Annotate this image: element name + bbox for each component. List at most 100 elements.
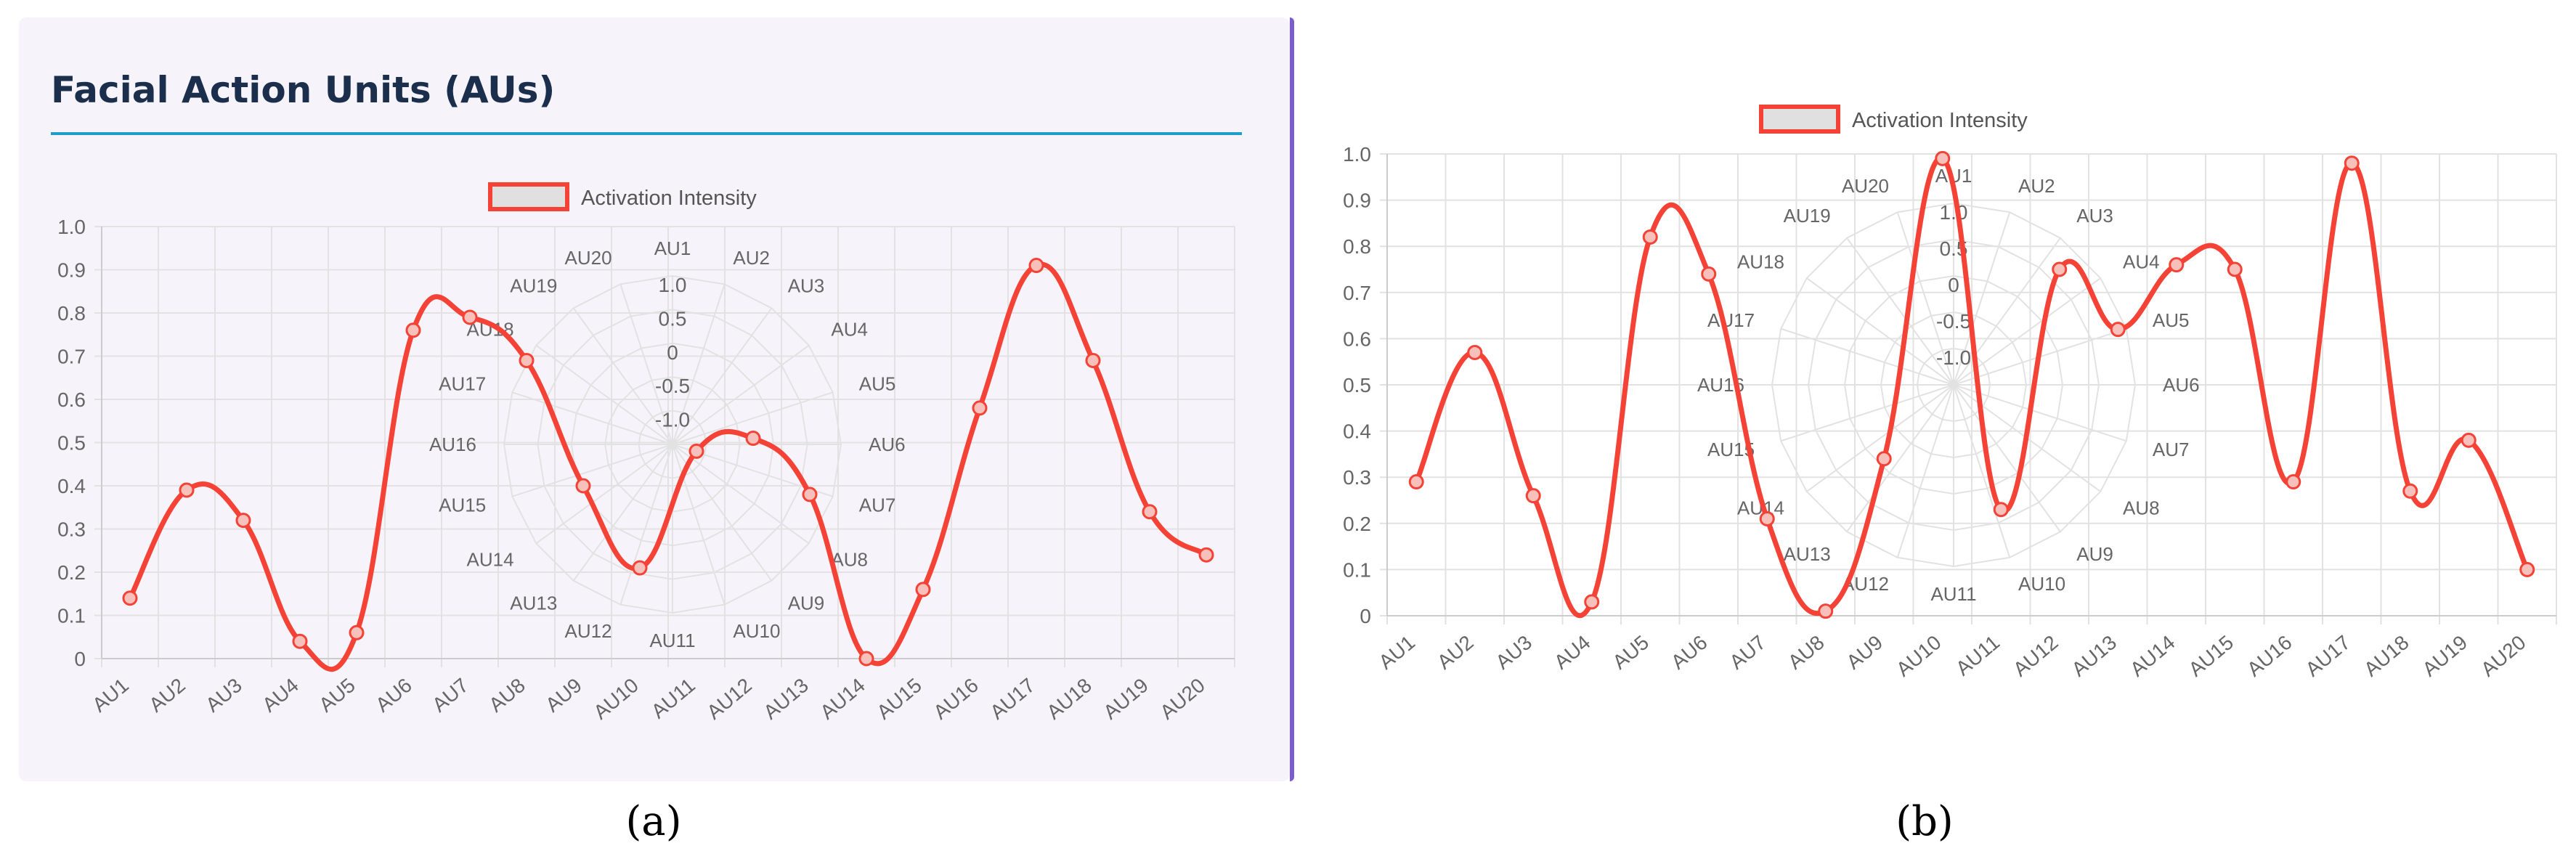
x-tick-label: AU15 (2185, 631, 2238, 681)
radar-point-label: AU3 (2076, 205, 2113, 227)
data-point (1818, 603, 1834, 619)
x-tick-label: AU17 (2301, 631, 2355, 681)
data-point (1584, 594, 1600, 610)
y-tick-label: 0.6 (1343, 327, 1371, 350)
data-point (2110, 322, 2126, 338)
data-point (2227, 261, 2243, 277)
data-point (1085, 352, 1101, 368)
data-point (235, 513, 251, 529)
y-tick-label: 0.8 (57, 302, 86, 325)
x-tick-label: AU4 (1550, 631, 1595, 674)
y-tick-label: 0.3 (1343, 466, 1371, 489)
y-tick-label: 0.9 (1343, 190, 1371, 212)
radar-overlay: AU1 AU2AU3AU4AU5AU6AU7AU8AU9AU10AU11AU12A… (1697, 165, 2200, 605)
radar-point-label: AU6 (2163, 374, 2200, 396)
data-point (972, 400, 988, 416)
radar-spoke (1780, 327, 1954, 386)
radar-spoke (1953, 384, 2127, 442)
radar-point-label: AU19 (510, 275, 557, 297)
y-tick-label: 0.1 (57, 605, 86, 627)
x-tick-label: AU7 (428, 674, 473, 717)
y-tick-label: 0.5 (1343, 374, 1371, 396)
data-point (1408, 474, 1424, 490)
panel-a-title: Facial Action Units (AUs) (51, 69, 556, 111)
radar-spoke (1780, 384, 1954, 442)
y-tick-label: 0.8 (1343, 235, 1371, 258)
data-point (1701, 266, 1717, 282)
radar-point-label: AU7 (859, 494, 896, 516)
radar-point-label: AU9 (788, 592, 825, 614)
data-point (292, 633, 308, 649)
radar-tick-label: 0 (667, 341, 678, 364)
radar-tick-label: -1.0 (1936, 346, 1971, 369)
legend-swatch (1759, 105, 1840, 134)
x-tick-label: AU11 (647, 674, 699, 722)
x-tick-label: AU16 (929, 674, 983, 724)
x-tick-label: AU5 (1608, 631, 1653, 674)
radar-spoke (1896, 384, 1954, 558)
radar-spoke (1896, 211, 1954, 386)
y-tick-label: 0.6 (57, 388, 86, 411)
data-point (745, 431, 761, 447)
series-line (127, 261, 1209, 672)
radar-spoke (1953, 384, 2061, 532)
y-tick-label: 0 (1360, 605, 1371, 627)
x-tick-label: AU3 (201, 674, 246, 717)
x-tick-label: AU18 (2360, 631, 2413, 681)
data-point (2052, 261, 2068, 277)
data-point (1198, 547, 1214, 563)
legend: Activation Intensity (1759, 105, 2028, 134)
radar-spoke (1806, 277, 1954, 386)
radar-spoke (1806, 384, 1954, 492)
y-tick-label: 0.4 (57, 475, 86, 497)
x-tick-label: AU8 (1784, 631, 1829, 674)
data-point (2286, 474, 2301, 490)
data-point (1525, 488, 1541, 504)
radar-spoke (672, 391, 833, 445)
data-point (179, 482, 195, 498)
radar-point-label: AU9 (2076, 543, 2113, 565)
radar-spoke (619, 284, 673, 445)
x-tick-label: AU12 (2009, 631, 2063, 681)
radar-point-label: AU15 (439, 494, 486, 516)
x-tick-label: AU18 (1042, 674, 1096, 724)
radar-point-label: AU20 (565, 247, 612, 269)
radar-spoke (1846, 384, 1954, 532)
x-tick-label: AU1 (1374, 631, 1419, 674)
data-point (2344, 155, 2360, 171)
data-point (405, 322, 421, 338)
radar-tick-label: 0.5 (659, 307, 687, 330)
radar-point-label: AU3 (788, 275, 825, 297)
radar-point-label: AU10 (733, 620, 780, 642)
x-tick-label: AU1 (88, 674, 133, 717)
radar-point-label: AU2 (733, 247, 770, 269)
x-tick-label: AU7 (1725, 631, 1770, 674)
radar-spoke (672, 284, 726, 445)
legend-label: Activation Intensity (581, 187, 757, 210)
x-tick-label: AU13 (759, 674, 813, 724)
data-point (575, 478, 591, 494)
radar-point-label: AU5 (2153, 309, 2190, 331)
radar-point-label: AU18 (1737, 251, 1784, 273)
radar-overlay: AU1 AU2AU3AU4AU5AU6AU7AU8AU9AU10AU11AU12A… (429, 237, 906, 651)
data-point (1993, 502, 2009, 518)
data-point (802, 487, 818, 502)
radar-point-label: AU13 (1784, 543, 1831, 565)
radar-point-label: AU5 (859, 373, 896, 395)
x-tick-label: AU11 (1951, 631, 2004, 680)
y-tick-label: 0.9 (57, 259, 86, 282)
radar-spoke (619, 444, 673, 605)
y-tick-label: 0.3 (57, 518, 86, 541)
radar-point-label: AU8 (831, 549, 868, 571)
radar-tick-label: -0.5 (1936, 310, 1971, 333)
radar-spoke (672, 307, 773, 445)
radar-point-label: AU1 (654, 237, 691, 259)
y-tick-label: 0.1 (1343, 558, 1371, 581)
radar-spoke (1953, 384, 2011, 558)
radar-point-label: AU2 (2018, 175, 2055, 197)
x-tick-label: AU10 (1892, 631, 1946, 681)
chart-a: 0 0.1 0.2 0.3 0.4 0.5 0.6 0.7 0.8 0.9 1.0 AU1 AU2 AU3… (57, 182, 1235, 724)
data-point (1142, 504, 1158, 520)
x-tick-label: AU19 (2418, 631, 2472, 681)
